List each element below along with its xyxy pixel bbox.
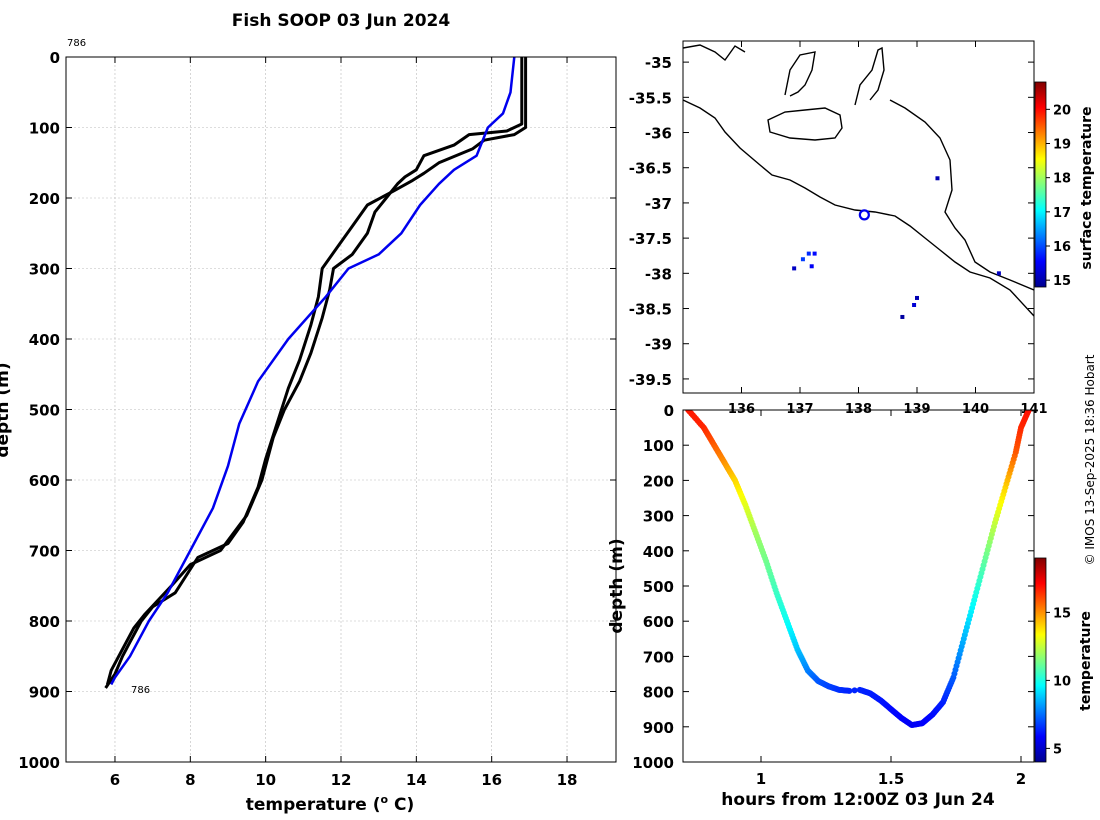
profile-series: [104, 57, 528, 689]
td-y-tick-label: 1000: [632, 754, 674, 772]
sst-pixel: [935, 176, 940, 181]
sst-pixel: [915, 295, 919, 300]
ship-position-marker: [858, 209, 870, 221]
td-y-tick-label: 300: [643, 508, 674, 526]
map-colorbar-tick-label: 17: [1053, 206, 1071, 221]
profile-y-tick-label: 0: [50, 49, 60, 67]
coastline-yorke: [784, 51, 816, 97]
sst-pixel: [900, 314, 905, 319]
td-x-axis-label: hours from 12:00Z 03 Jun 24: [721, 790, 995, 810]
map-y-tick-label: -35: [645, 54, 672, 72]
map-y-tick-label: -38.5: [629, 301, 672, 319]
td-y-tick-label: 100: [643, 437, 674, 455]
profile-x-tick-label: 12: [331, 771, 352, 789]
profile-y-tick-label: 600: [29, 472, 60, 490]
coastline-northwest: [683, 44, 746, 62]
map-colorbar-tick-label: 18: [1053, 172, 1071, 187]
credit-text: © IMOS 13-Sep-2025 18:36 Hobart: [1083, 354, 1097, 565]
profile-y-axis-label: depth (m): [0, 362, 13, 457]
profile-y-tick-label: 800: [29, 613, 60, 631]
map-y-tick-label: -36: [645, 125, 672, 143]
profile-y-tick-label: 300: [29, 261, 60, 279]
td-y-tick-label: 500: [643, 578, 674, 596]
td-colorbar: [1034, 557, 1047, 763]
td-x-tick-label: 1.5: [878, 770, 905, 788]
map-y-tick-label: -36.5: [629, 160, 672, 178]
td-y-tick-label: 900: [643, 719, 674, 737]
map-colorbar-label: surface temperature: [1079, 106, 1095, 269]
map-sst-pixels: [792, 176, 1001, 319]
profile-y-tick-label: 900: [29, 684, 60, 702]
series-line-profile-up: [104, 57, 528, 689]
profile-x-tick-label: 16: [481, 771, 502, 789]
coastline-mainland: [683, 99, 1034, 317]
td-y-tick-label: 600: [643, 613, 674, 631]
map-y-tick-label: -38: [645, 265, 672, 283]
sst-pixel: [792, 266, 797, 271]
sst-pixel: [912, 303, 917, 307]
profile-y-tick-label: 500: [29, 402, 60, 420]
map-colorbar-tick-label: 20: [1053, 103, 1071, 118]
profile-x-axis-label: temperature (o C): [246, 793, 415, 815]
map-colorbar-tick-label: 19: [1053, 138, 1071, 153]
map-y-tick-label: -35.5: [629, 89, 672, 107]
td-y-tick-label: 0: [664, 402, 674, 420]
sst-pixel: [996, 271, 1001, 276]
td-colorbar-ticks: 5 10 15: [1046, 606, 1071, 757]
td-colorbar-tick-label: 15: [1053, 606, 1071, 621]
profile-y-tick-label: 1000: [18, 754, 60, 772]
td-colorbar-tick-label: 5: [1053, 742, 1062, 757]
td-colorbar-tick-label: 10: [1053, 674, 1071, 689]
profile-y-tick-label: 400: [29, 331, 60, 349]
map-coastline: [683, 44, 1034, 317]
map-colorbar-tick-label: 16: [1053, 240, 1071, 255]
chart-title: Fish SOOP 03 Jun 2024: [232, 11, 451, 31]
sst-pixel: [806, 251, 811, 256]
map-colorbar: [1034, 81, 1047, 288]
track-point: [851, 687, 858, 694]
profile-bottom-annotation: 786: [131, 685, 150, 696]
td-track: [685, 410, 1032, 729]
profile-x-tick-label: 14: [406, 771, 427, 789]
map-colorbar-tick-label: 15: [1053, 274, 1071, 289]
map-y-tick-label: -37: [645, 195, 672, 213]
profile-y-tick-label: 200: [29, 190, 60, 208]
td-y-tick-label: 400: [643, 543, 674, 561]
profile-x-tick-label: 8: [185, 771, 195, 789]
td-colorbar-label: temperature: [1078, 611, 1094, 711]
profile-y-tick-label: 700: [29, 543, 60, 561]
map-colorbar-ticks: 15 16 17 18 19 20: [1046, 103, 1071, 289]
sst-pixel: [800, 257, 805, 262]
profile-top-annotation: 786: [67, 38, 86, 49]
map-y-tick-label: -39.5: [629, 371, 672, 389]
track-point: [1025, 410, 1032, 413]
coastline-kangaroo-island: [767, 107, 843, 141]
map-ticks: -35 -35.5 -36 -36.5 -37 -37.5 -38 -38.5 -39 -39.5…: [629, 41, 1048, 417]
coastline-fleurieu: [854, 46, 885, 106]
sst-pixel: [812, 251, 817, 256]
td-x-tick-label: 2: [1016, 770, 1026, 788]
td-y-axis-label: depth (m): [607, 538, 627, 633]
profile-x-tick-label: 6: [110, 771, 120, 789]
profile-x-tick-label: 18: [557, 771, 578, 789]
td-axes-box: [682, 409, 1035, 763]
track-point: [846, 687, 853, 694]
td-y-tick-label: 700: [643, 648, 674, 666]
map-y-tick-label: -37.5: [629, 230, 672, 248]
series-line-climatology: [110, 57, 516, 686]
td-ticks: 1 1.5 2 0 100 200 300 400 500 600 700 800 900 1000: [632, 402, 1034, 788]
profile-ticks: 6 8 10 12 14 16 18 0 100 200 300 400 500 600 700 800 900…: [18, 49, 616, 789]
coastline-southeast: [889, 99, 1034, 291]
td-y-tick-label: 800: [643, 684, 674, 702]
td-x-tick-label: 1: [756, 770, 766, 788]
map-y-tick-label: -39: [645, 336, 672, 354]
td-y-tick-label: 200: [643, 472, 674, 490]
profile-y-tick-label: 100: [29, 120, 60, 138]
sst-pixel: [809, 264, 814, 269]
profile-grid: [66, 56, 616, 763]
map-position-marker: [858, 209, 870, 221]
profile-x-tick-label: 10: [255, 771, 276, 789]
